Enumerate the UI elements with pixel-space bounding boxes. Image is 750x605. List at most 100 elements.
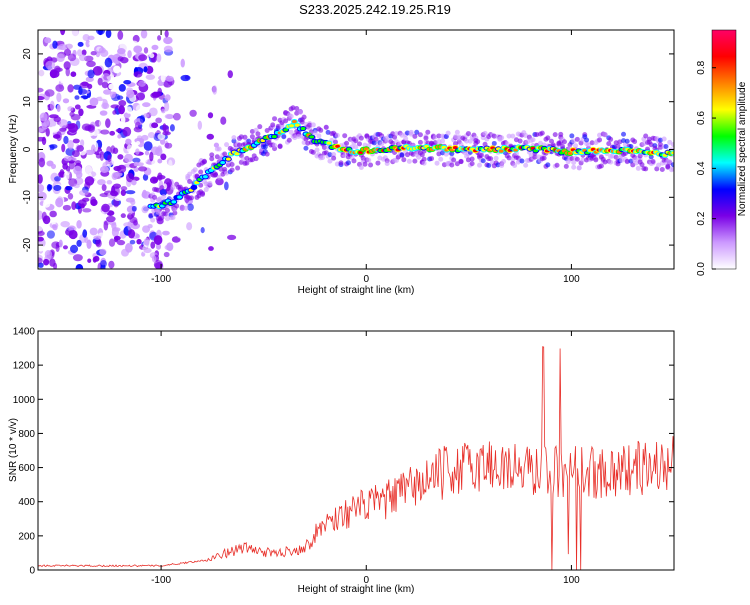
noise-blob [59,127,67,132]
noise-blob [129,216,138,224]
ridge-halo [310,122,316,128]
noise-blob [38,184,45,193]
ridge-core [335,144,340,148]
noise-blob [60,30,66,36]
ridge-halo [552,132,558,138]
noise-blob [42,200,51,208]
ridge-halo [643,166,649,172]
ridge-halo [574,156,580,162]
noise-blob [41,136,47,146]
noise-blob [112,147,119,154]
noise-blob [143,47,149,54]
ridge-halo [283,118,289,124]
ridge-halo [493,155,499,161]
ridge-halo [148,213,154,219]
noise-blob [100,260,107,268]
noise-blob [100,211,105,221]
noise-blob [38,257,43,265]
snr-frame [37,330,675,571]
noise-blob [135,104,145,113]
noise-blob [89,227,98,236]
ridge-halo [534,132,540,138]
ridge-halo [358,135,364,141]
noise-blob [79,189,89,196]
ridge-halo [299,119,305,125]
ridge-halo [445,130,451,136]
noise-blob [116,95,124,100]
noise-blob [101,81,109,89]
noise-blob [172,112,181,121]
noise-blob [118,84,126,92]
noise-blob [82,208,92,213]
ridge-halo [561,139,567,145]
ridge-halo [209,156,215,162]
noise-blob [68,229,78,240]
spectrogram-ytick-label: 20 [22,48,33,60]
noise-blob [138,80,146,87]
noise-blob [104,57,113,68]
noise-blob [125,172,135,183]
snr-panel: -100 0 100 0 200 400 600 800 1000 1200 1400 Heigh… [8,327,675,595]
noise-blob [136,135,143,140]
ridge-halo [571,159,577,165]
noise-blob [75,264,84,269]
noise-blob [86,60,96,68]
noise-blob [162,230,170,236]
noise-blob [101,94,107,100]
ridge-halo [172,210,178,216]
ridge-halo [428,156,434,162]
ridge-halo [467,138,473,144]
noise-blob [64,34,74,43]
ridge-halo [670,166,674,172]
noise-blob [87,258,92,263]
noise-blob [99,151,105,161]
ridge-halo [421,156,427,162]
ridge-core [191,185,197,190]
noise-blob [106,215,116,223]
ridge-core [271,134,277,139]
ridge-halo [224,142,230,148]
ridge-halo [554,162,560,168]
figure-title: S233.2025.242.19.25.R19 [299,2,451,17]
ridge-halo [506,133,512,139]
ridge-core [671,151,674,155]
noise-blob [49,126,59,133]
noise-blob [152,177,158,183]
noise-blob [160,73,166,83]
noise-blob [82,34,90,42]
noise-blob [148,107,158,117]
ridge-halo [196,162,202,168]
noise-blob [100,129,110,135]
ridge-halo [541,155,547,161]
spectrogram-xtick-label: 100 [563,274,580,285]
noise-blob [70,71,77,77]
snr-ylabel: SNR (10 * v/v) [8,418,19,482]
ridge-halo [327,158,333,164]
ridge-halo [477,162,483,168]
noise-blob [132,157,141,163]
noise-blob [80,139,85,147]
ridge-halo [512,163,518,169]
noise-blob [89,97,99,107]
noise-blob [91,144,96,155]
noise-blob [169,124,175,132]
ridge-halo [580,157,586,163]
noise-blob [99,166,109,173]
ridge-halo [423,135,429,141]
ridge-halo [421,160,427,166]
ridge-halo [201,158,207,164]
ridge-halo [216,146,222,152]
noise-blob [39,112,48,122]
noise-blob [78,244,89,254]
noise-blob [227,70,233,79]
ridge-halo [212,172,218,178]
noise-blob [38,245,45,252]
noise-blob [124,153,133,163]
noise-blob [47,30,55,34]
noise-blob [56,131,62,142]
noise-blob [38,236,44,242]
noise-blob [49,100,55,111]
ridge-halo [451,157,457,163]
ridge-halo [366,157,372,163]
noise-blob [206,133,215,140]
